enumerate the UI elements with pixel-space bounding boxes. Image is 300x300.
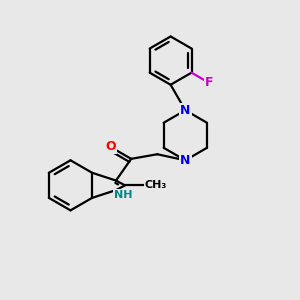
Text: F: F (205, 76, 214, 89)
Text: NH: NH (114, 190, 133, 200)
Text: O: O (105, 140, 116, 153)
Text: N: N (180, 104, 190, 117)
Text: CH₃: CH₃ (145, 180, 167, 190)
Text: N: N (180, 154, 190, 167)
